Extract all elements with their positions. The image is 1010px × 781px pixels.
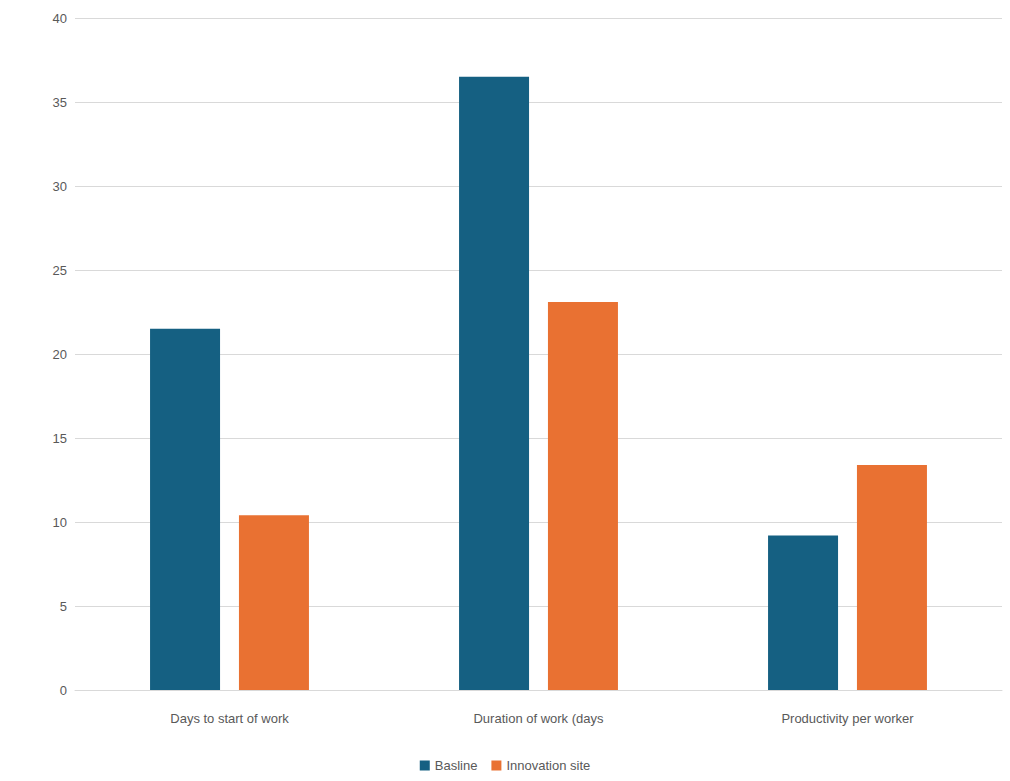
svg-text:Days to start of work: Days to start of work	[170, 711, 289, 726]
svg-text:20: 20	[53, 347, 67, 362]
svg-text:Basline: Basline	[435, 758, 478, 773]
svg-text:Duration of work (days: Duration of work (days	[473, 711, 604, 726]
svg-text:25: 25	[53, 263, 67, 278]
svg-text:15: 15	[53, 431, 67, 446]
svg-text:5: 5	[60, 599, 67, 614]
svg-text:40: 40	[53, 11, 67, 26]
svg-text:Productivity per worker: Productivity per worker	[781, 711, 914, 726]
svg-text:Innovation site: Innovation site	[506, 758, 590, 773]
svg-text:35: 35	[53, 95, 67, 110]
svg-text:10: 10	[53, 515, 67, 530]
svg-text:30: 30	[53, 179, 67, 194]
svg-text:0: 0	[60, 683, 67, 698]
